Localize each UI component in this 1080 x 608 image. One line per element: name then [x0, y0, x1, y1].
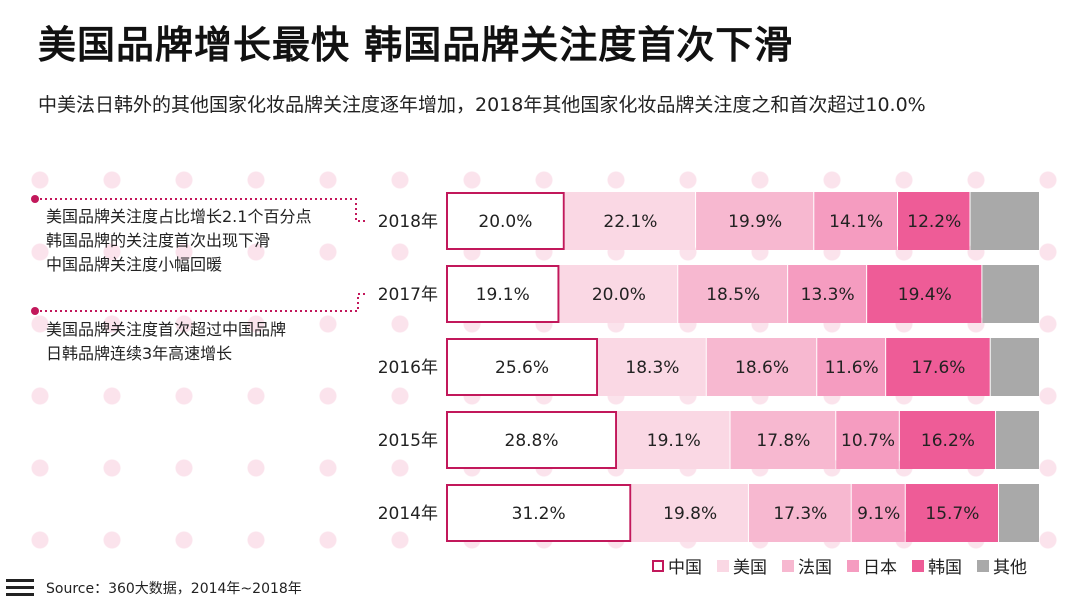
bar-segment-中国 — [446, 484, 632, 542]
legend-item: 韩国 — [912, 553, 962, 578]
data-label: 19.9% — [728, 212, 782, 232]
annotation-line: 美国品牌关注度首次超过中国品牌 — [46, 320, 287, 339]
data-label: 18.5% — [706, 285, 760, 305]
legend-swatch — [717, 559, 729, 572]
legend-item: 美国 — [717, 553, 767, 578]
annotation-2017: 美国品牌关注度首次超过中国品牌 日韩品牌连续3年高速增长 — [46, 318, 286, 366]
data-label: 20.0% — [592, 285, 646, 305]
data-label: 17.3% — [773, 504, 827, 524]
data-label: 17.6% — [911, 358, 965, 378]
source-note: Source：360大数据，2014年~2018年 — [6, 578, 302, 598]
data-label: 19.4% — [898, 285, 952, 305]
legend-item: 日本 — [847, 553, 897, 578]
bar-segment-韩国 — [886, 338, 990, 396]
bar-segment-其他 — [970, 192, 1039, 250]
bar-segment-其他 — [999, 484, 1039, 542]
bar-segment-韩国 — [899, 411, 996, 469]
bar-segment-中国 — [446, 411, 618, 469]
data-label: 16.2% — [921, 431, 975, 451]
y-tick-label: 2015年 — [378, 431, 438, 451]
data-label: 28.8% — [505, 431, 559, 451]
bar-segment-美国 — [617, 411, 730, 469]
data-label: 12.2% — [907, 212, 961, 232]
data-label: 11.6% — [825, 358, 879, 378]
bar-segment-日本 — [817, 338, 886, 396]
legend-label: 法国 — [798, 558, 832, 578]
data-label: 19.1% — [476, 285, 530, 305]
data-label: 19.1% — [647, 431, 701, 451]
bar-segment-日本 — [788, 265, 867, 323]
y-tick-label: 2018年 — [378, 212, 438, 232]
data-label: 9.1% — [857, 504, 900, 524]
chart-bars: 20.0% 22.1% 19.9% 14.1% 12.2% 19.1% 20.0% 18.5%… — [446, 192, 1039, 542]
legend-swatch — [782, 559, 794, 572]
annotation-connector-2017 — [35, 293, 368, 312]
menu-icon — [6, 579, 34, 597]
data-label: 15.7% — [925, 504, 979, 524]
annotation-line: 中国品牌关注度小幅回暖 — [46, 255, 223, 274]
bar-segment-美国 — [631, 484, 748, 542]
legend-label: 中国 — [668, 558, 702, 578]
page-title: 美国品牌增长最快 韩国品牌关注度首次下滑 — [38, 23, 794, 67]
data-label: 14.1% — [829, 212, 883, 232]
annotation-connectors — [31, 195, 368, 315]
bar-segment-中国 — [446, 192, 565, 250]
data-label: 20.0% — [478, 212, 532, 232]
bar-segment-其他 — [996, 411, 1039, 469]
legend-label: 韩国 — [928, 558, 962, 578]
chart-legend: 中国 美国 法国 日本 韩国 其他 — [652, 553, 1027, 578]
y-tick-label: 2014年 — [378, 504, 438, 524]
annotation-connector-2018 — [35, 198, 366, 222]
data-label: 10.7% — [841, 431, 895, 451]
chart-y-tick-labels: 2018年 2017年 2016年 2015年 2014年 — [378, 212, 438, 524]
annotation-2018: 美国品牌关注度占比增长2.1个百分点 韩国品牌的关注度首次出现下滑 中国品牌关注… — [46, 205, 311, 277]
source-text: Source：360大数据，2014年~2018年 — [46, 581, 302, 597]
y-tick-label: 2016年 — [378, 358, 438, 378]
bar-segment-法国 — [696, 192, 814, 250]
y-tick-label: 2017年 — [378, 285, 438, 305]
data-label: 18.6% — [735, 358, 789, 378]
bar-segment-美国 — [559, 265, 678, 323]
annotation-line: 日韩品牌连续3年高速增长 — [46, 344, 233, 363]
legend-item: 中国 — [652, 553, 702, 578]
data-label: 25.6% — [495, 358, 549, 378]
page-subtitle: 中美法日韩外的其他国家化妆品牌关注度逐年增加，2018年其他国家化妆品牌关注度之… — [38, 94, 926, 116]
bar-segment-日本 — [814, 192, 898, 250]
legend-label: 其他 — [993, 558, 1027, 578]
data-label: 19.8% — [663, 504, 717, 524]
legend-label: 美国 — [733, 558, 767, 578]
bar-segment-美国 — [598, 338, 706, 396]
bar-segment-韩国 — [898, 192, 970, 250]
bar-segment-中国 — [446, 265, 560, 323]
bar-segment-美国 — [564, 192, 696, 250]
bar-segment-法国 — [748, 484, 851, 542]
legend-swatch — [912, 559, 924, 572]
data-label: 22.1% — [603, 212, 657, 232]
bar-segment-其他 — [982, 265, 1039, 323]
legend-item: 法国 — [782, 553, 832, 578]
bar-segment-法国 — [678, 265, 788, 323]
data-label: 13.3% — [801, 285, 855, 305]
bar-segment-韩国 — [905, 484, 999, 542]
legend-label: 日本 — [863, 558, 897, 578]
legend-item: 其他 — [977, 553, 1027, 578]
bar-segment-日本 — [851, 484, 905, 542]
bar-segment-韩国 — [867, 265, 982, 323]
bar-segment-中国 — [446, 338, 599, 396]
annotation-line: 美国品牌关注度占比增长2.1个百分点 — [46, 207, 312, 226]
bar-segment-法国 — [706, 338, 817, 396]
data-label: 17.8% — [756, 431, 810, 451]
legend-swatch — [977, 559, 989, 572]
bar-segment-日本 — [836, 411, 899, 469]
annotation-line: 韩国品牌的关注度首次出现下滑 — [46, 231, 271, 250]
bar-segment-其他 — [990, 338, 1039, 396]
bar-segment-法国 — [730, 411, 836, 469]
data-label: 31.2% — [512, 504, 566, 524]
legend-swatch — [847, 559, 859, 572]
legend-swatch — [652, 559, 664, 572]
data-label: 18.3% — [625, 358, 679, 378]
